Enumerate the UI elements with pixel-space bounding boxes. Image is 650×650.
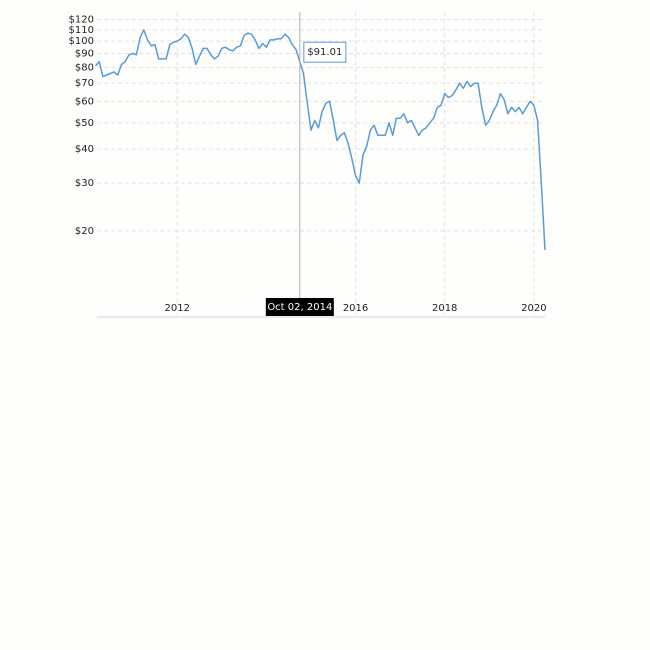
y-tick-label: $40 [75, 144, 94, 155]
x-tick-label: 2012 [165, 303, 190, 314]
price-tooltip: $91.01 [307, 47, 342, 58]
y-tick-label: $50 [75, 118, 94, 129]
date-label: Oct 02, 2014 [267, 302, 332, 313]
x-tick-label: 2020 [521, 303, 546, 314]
y-tick-label: $100 [69, 36, 94, 47]
y-tick-label: $20 [75, 226, 94, 237]
x-tick-label: 2016 [343, 303, 368, 314]
y-tick-label: $120 [69, 15, 94, 26]
y-tick-label: $70 [75, 78, 94, 89]
y-tick-label: $30 [75, 178, 94, 189]
x-tick-label: 2018 [432, 303, 457, 314]
y-tick-label: $110 [69, 25, 94, 36]
date-label-box [265, 298, 334, 316]
y-tick-label: $90 [75, 49, 94, 60]
y-tick-label: $80 [75, 62, 94, 73]
y-tick-label: $60 [75, 96, 94, 107]
price-tooltip-box [303, 41, 347, 63]
price-line [94, 29, 546, 251]
